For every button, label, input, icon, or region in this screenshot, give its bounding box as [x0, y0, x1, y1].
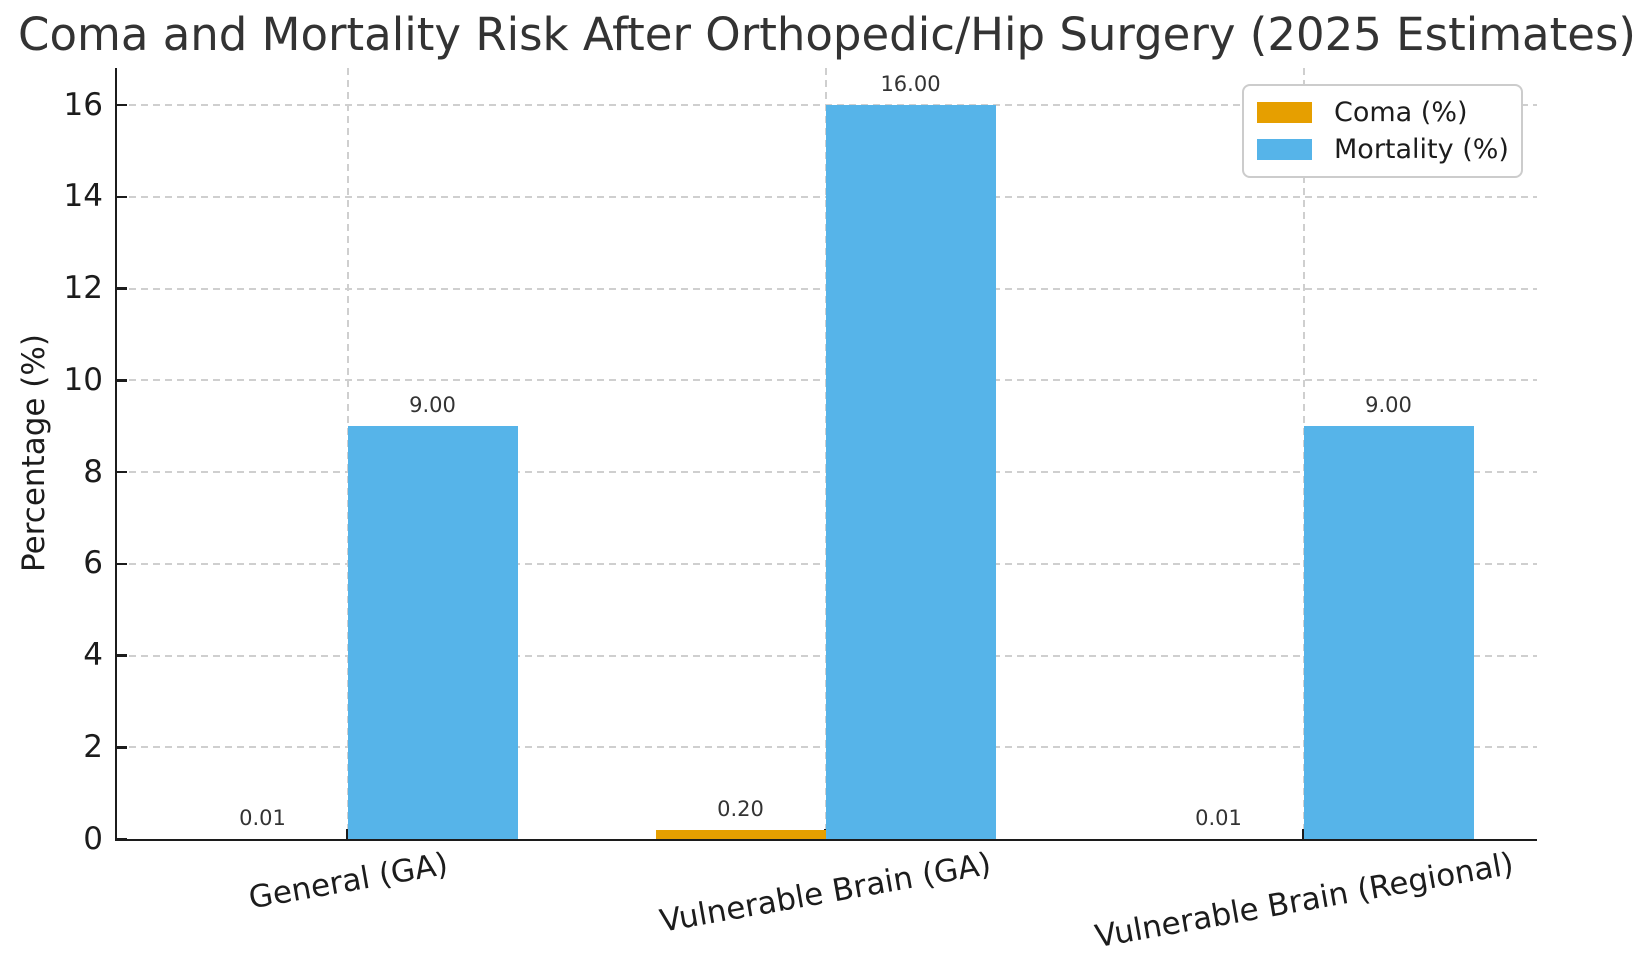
bar-mortality — [1303, 426, 1474, 839]
legend-swatch-coma — [1257, 101, 1312, 123]
legend: Coma (%) Mortality (%) — [1242, 84, 1523, 178]
y-tick-mark — [116, 103, 127, 107]
bar-value-label: 0.01 — [239, 806, 286, 830]
y-tick-label: 2 — [83, 728, 103, 765]
y-tick-label: 8 — [83, 453, 103, 490]
bar-value-label: 0.20 — [717, 797, 764, 821]
y-tick-mark — [116, 195, 127, 198]
y-tick-mark — [116, 287, 127, 290]
y-tick-mark — [116, 562, 127, 565]
y-tick-label: 12 — [63, 270, 103, 306]
y-tick-label: 16 — [63, 86, 103, 123]
x-category-label: Vulnerable Brain (GA) — [657, 846, 995, 940]
plot-area: 0.01 0.20 0.01 9.00 16.00 9.00 — [114, 68, 1537, 841]
x-category-label: General (GA) — [245, 846, 451, 917]
legend-swatch-mortality — [1257, 139, 1312, 161]
bar-mortality — [825, 105, 996, 839]
legend-item-mortality: Mortality (%) — [1244, 134, 1521, 165]
bar-coma — [655, 830, 826, 839]
y-tick-mark — [116, 746, 127, 749]
y-tick-mark — [116, 654, 127, 657]
y-tick-mark — [116, 470, 127, 474]
y-tick-label: 4 — [83, 637, 103, 673]
y-tick-mark — [116, 379, 127, 382]
bar-mortality — [347, 426, 518, 839]
bar-value-label: 0.01 — [1195, 806, 1242, 830]
y-tick-label: 6 — [83, 545, 103, 582]
chart-title: Coma and Mortality Risk After Orthopedic… — [18, 8, 1636, 61]
bar-value-label: 16.00 — [880, 72, 941, 96]
y-tick-mark — [116, 837, 127, 841]
bar-value-label: 9.00 — [1365, 393, 1412, 417]
y-tick-label: 0 — [83, 820, 103, 857]
x-category-label: Vulnerable Brain (Regional) — [1092, 846, 1516, 956]
legend-label-coma: Coma (%) — [1334, 96, 1468, 128]
bar-value-label: 9.00 — [409, 393, 456, 417]
legend-item-coma: Coma (%) — [1244, 97, 1521, 128]
y-tick-label: 14 — [63, 178, 103, 215]
y-tick-label: 10 — [63, 361, 103, 398]
legend-label-mortality: Mortality (%) — [1334, 134, 1509, 166]
